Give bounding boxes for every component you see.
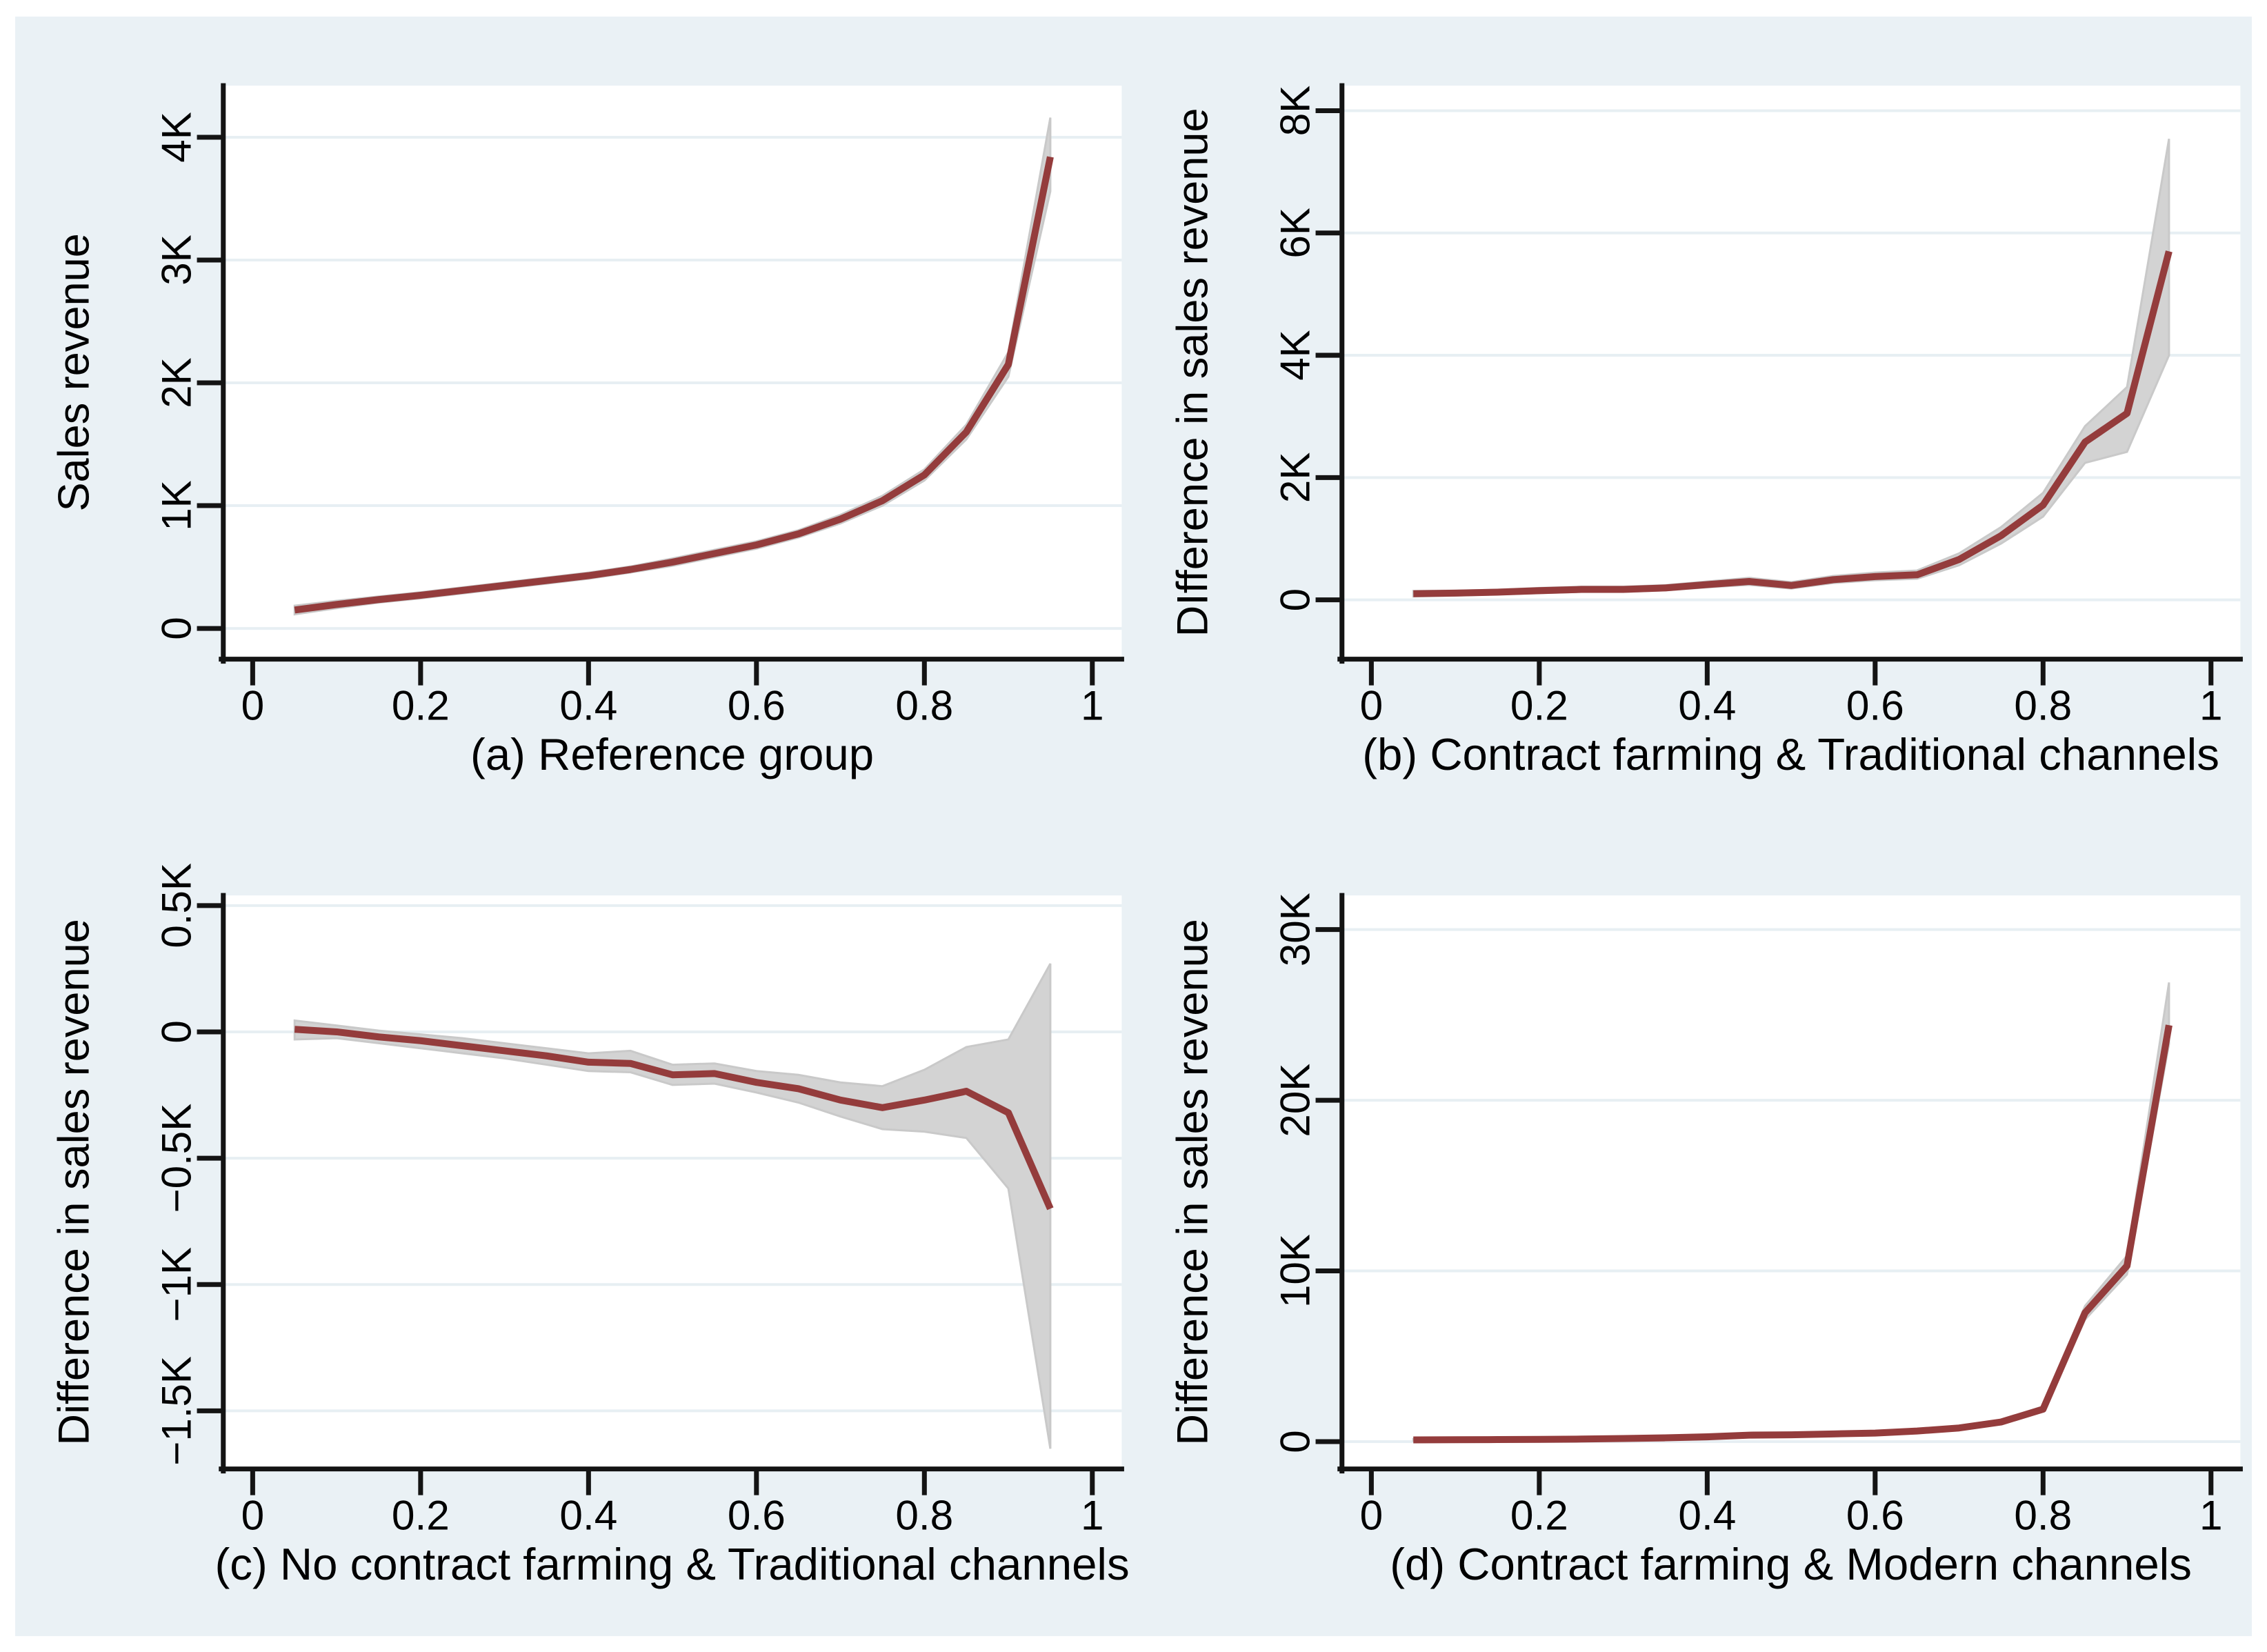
panel-caption: (c) No contract farming & Traditional ch… <box>215 1539 1130 1589</box>
y-tick-label: −1K <box>152 1247 199 1322</box>
x-tick-label: 1 <box>2199 1492 2223 1539</box>
panel-caption: (a) Reference group <box>470 729 874 779</box>
x-tick-label: 0.8 <box>895 1492 953 1539</box>
x-tick-label: 0 <box>241 1492 265 1539</box>
y-axis-title: Difference in sales revenue <box>50 919 98 1445</box>
y-tick-label: 0 <box>1271 1430 1318 1453</box>
x-tick-label: 1 <box>1081 682 1104 729</box>
y-tick-label: 4K <box>152 112 199 163</box>
x-tick-label: 0.2 <box>1510 1492 1568 1539</box>
x-tick-label: 0.4 <box>559 682 617 729</box>
x-tick-label: 0.8 <box>2014 1492 2072 1539</box>
y-tick-label: 4K <box>1271 330 1318 381</box>
y-tick-label: 0 <box>152 1020 199 1043</box>
panel-b: 0 2K 4K 6K 8K 0 0.2 0.4 0.6 0.8 1 DIfference in sa… <box>1134 17 2253 826</box>
x-tick-label: 0.2 <box>392 1492 450 1539</box>
x-tick-label: 0.6 <box>1846 1492 1904 1539</box>
panel-d: 0 10K 20K 30K 0 0.2 0.4 0.6 0.8 1 Difference in s… <box>1134 826 2253 1636</box>
y-tick-label: 1K <box>152 480 199 531</box>
chart-panel-d: 0 10K 20K 30K 0 0.2 0.4 0.6 0.8 1 Difference in s… <box>1168 893 2243 1589</box>
series-line <box>294 156 1054 614</box>
x-tick-label: 0.6 <box>728 1492 786 1539</box>
chart-panel-b: 0 2K 4K 6K 8K 0 0.2 0.4 0.6 0.8 1 DIfference in sa… <box>1168 83 2243 779</box>
x-tick-label: 0.4 <box>559 1492 617 1539</box>
x-tick-label: 0 <box>1359 1492 1383 1539</box>
figure-canvas: 0 1K 2K 3K 4K 0 0.2 0.4 0.6 0.8 1 Sales revenue (a… <box>15 17 2252 1636</box>
x-tick-label: 0.8 <box>895 682 953 729</box>
y-tick-label: −1.5K <box>152 1356 199 1466</box>
y-tick-label: 30K <box>1271 893 1318 966</box>
x-tick-label: 1 <box>1081 1492 1104 1539</box>
y-tick-label: −0.5K <box>152 1104 199 1213</box>
panel-caption: (b) Contract farming & Traditional chann… <box>1362 729 2219 779</box>
plot-area <box>1341 895 2240 1469</box>
x-tick-label: 0.6 <box>728 682 786 729</box>
y-tick-label: 0 <box>152 617 199 639</box>
x-tick-label: 0.2 <box>392 682 450 729</box>
y-tick-label: 0 <box>1271 588 1318 611</box>
x-tick-label: 0.8 <box>2014 682 2072 729</box>
x-tick-label: 0.4 <box>1678 1492 1736 1539</box>
y-tick-label: 2K <box>1271 452 1318 504</box>
y-tick-label: 0.5K <box>152 863 199 948</box>
x-tick-label: 1 <box>2199 682 2223 729</box>
y-axis-title: Sales revenue <box>50 233 98 511</box>
series-line <box>1412 250 2173 597</box>
y-axis-title: DIfference in sales revenue <box>1168 108 1217 637</box>
x-tick-label: 0 <box>241 682 265 729</box>
panel-c: −1.5K −1K −0.5K 0 0.5K 0 0.2 0.4 0.6 0.8 1 Differe… <box>15 826 1134 1636</box>
x-tick-label: 0.2 <box>1510 682 1568 729</box>
x-tick-label: 0.6 <box>1846 682 1904 729</box>
plot-area <box>223 895 1122 1469</box>
series-line <box>294 1026 1054 1211</box>
y-axis-title: Difference in sales revenue <box>1168 919 1217 1445</box>
chart-panel-a: 0 1K 2K 3K 4K 0 0.2 0.4 0.6 0.8 1 Sales revenue (a… <box>50 83 1124 779</box>
chart-panel-c: −1.5K −1K −0.5K 0 0.5K 0 0.2 0.4 0.6 0.8 1 Differe… <box>50 863 1130 1589</box>
plot-area <box>223 86 1122 659</box>
y-tick-label: 6K <box>1271 208 1318 259</box>
panel-caption: (d) Contract farming & Modern channels <box>1390 1539 2192 1589</box>
y-tick-label: 2K <box>152 357 199 408</box>
series-line <box>1412 1024 2173 1444</box>
confidence-band <box>293 963 1052 1449</box>
x-tick-label: 0.4 <box>1678 682 1736 729</box>
x-tick-label: 0 <box>1359 682 1383 729</box>
y-tick-label: 8K <box>1271 86 1318 137</box>
y-tick-label: 20K <box>1271 1064 1318 1137</box>
plot-area <box>1341 86 2240 659</box>
panel-a: 0 1K 2K 3K 4K 0 0.2 0.4 0.6 0.8 1 Sales revenue (a… <box>15 17 1134 826</box>
y-tick-label: 3K <box>152 235 199 286</box>
y-tick-label: 10K <box>1271 1234 1318 1308</box>
